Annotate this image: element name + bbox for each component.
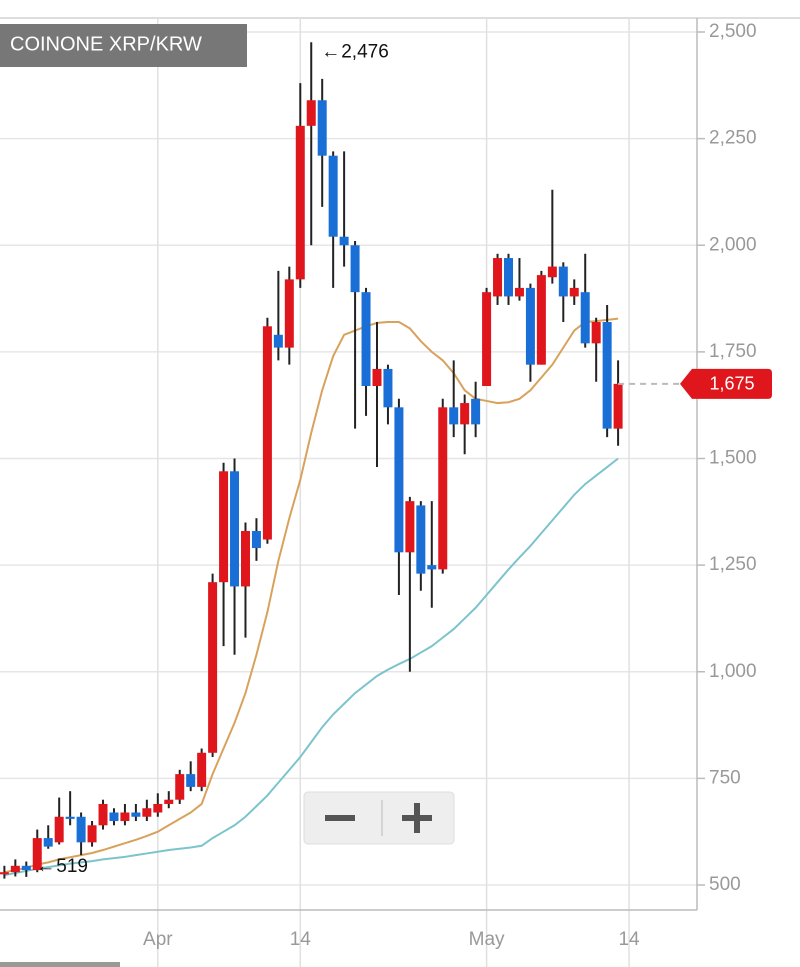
candle-body: [240, 531, 250, 587]
candle-body: [175, 774, 185, 800]
annotation-label: 2,476: [341, 41, 389, 62]
ma-line: [4, 457, 619, 877]
candle-body: [514, 287, 524, 297]
candle-body: [230, 471, 240, 587]
candle-body: [482, 292, 492, 386]
candle-body: [208, 582, 218, 753]
y-tick-label: 2,250: [709, 128, 757, 149]
candle-body: [197, 752, 207, 787]
candle-body: [504, 258, 514, 297]
candle-body: [295, 125, 305, 280]
candle-body: [361, 292, 371, 386]
last-price-label: 1,675: [709, 374, 754, 394]
candle-body: [339, 236, 349, 246]
x-tick-label: 14: [618, 929, 640, 950]
candle-body: [164, 799, 174, 804]
candle-body: [525, 287, 535, 365]
candle-body: [350, 245, 360, 293]
candle-body: [186, 774, 196, 787]
candle-body: [284, 279, 294, 348]
scrollbar[interactable]: [0, 962, 120, 967]
candle-body: [394, 407, 404, 553]
candle-body: [438, 407, 448, 570]
y-tick-label: 2,500: [709, 21, 757, 42]
x-tick-label: May: [469, 929, 505, 950]
candle-body: [65, 816, 75, 819]
candle-body: [87, 825, 97, 843]
zoom-in[interactable]: [402, 803, 432, 833]
y-tick-label: 2,000: [709, 234, 757, 255]
candle-body: [372, 368, 382, 386]
candle-body: [449, 407, 459, 425]
y-tick-label: 750: [709, 767, 741, 788]
candle-body: [21, 865, 31, 871]
candle-body: [109, 812, 119, 822]
candle-body: [602, 322, 612, 429]
candle-body: [10, 865, 20, 873]
y-tick-label: 1,250: [709, 554, 757, 575]
candle-body: [427, 565, 437, 570]
candle-body: [273, 334, 283, 348]
candle-body: [76, 816, 86, 843]
y-tick-label: 1,750: [709, 341, 757, 362]
y-tick-label: 1,000: [709, 661, 757, 682]
zoom-out[interactable]: [325, 815, 355, 821]
candle-body: [328, 155, 338, 237]
candle-body: [120, 812, 130, 822]
candle-body: [142, 808, 152, 817]
candle-body: [471, 398, 481, 425]
chart-title: COINONE XRP/KRW: [10, 33, 202, 55]
title-box: [0, 24, 247, 67]
annotation-arrow: ←: [36, 856, 55, 877]
candle-body: [493, 258, 503, 297]
candle-body: [54, 816, 64, 843]
candle-body: [580, 292, 590, 344]
candle-body: [306, 100, 316, 126]
y-tick-label: 1,500: [709, 448, 757, 469]
zoom-in-v: [414, 803, 420, 833]
zoom-controls: [303, 791, 455, 845]
last-price-tag: [680, 368, 772, 399]
candle-body: [317, 100, 327, 156]
candle-body: [613, 383, 623, 429]
y-tick-label: 500: [709, 874, 741, 895]
x-tick-label: Apr: [143, 929, 173, 950]
candle-body: [0, 872, 9, 875]
candle-body: [536, 275, 546, 365]
ma-line: [4, 317, 619, 874]
candle-body: [262, 326, 272, 540]
candle-body: [131, 812, 141, 817]
candle-body: [569, 287, 579, 297]
candle-body: [591, 322, 601, 344]
candle-body: [460, 403, 470, 425]
candle-body: [547, 266, 557, 278]
x-tick-label: 14: [290, 929, 312, 950]
candle-body: [416, 505, 426, 574]
annotation-label: 519: [56, 856, 88, 877]
candle-body: [98, 803, 108, 826]
candle-body: [32, 838, 42, 871]
candle-body: [43, 838, 53, 847]
candle-body: [405, 501, 415, 553]
candle-body: [153, 803, 163, 813]
annotation-arrow: ←: [321, 41, 340, 62]
candle-body: [558, 266, 568, 297]
plot: [0, 42, 687, 879]
candle-body: [383, 368, 393, 408]
candle-body: [219, 471, 229, 583]
candle-body: [251, 531, 261, 549]
